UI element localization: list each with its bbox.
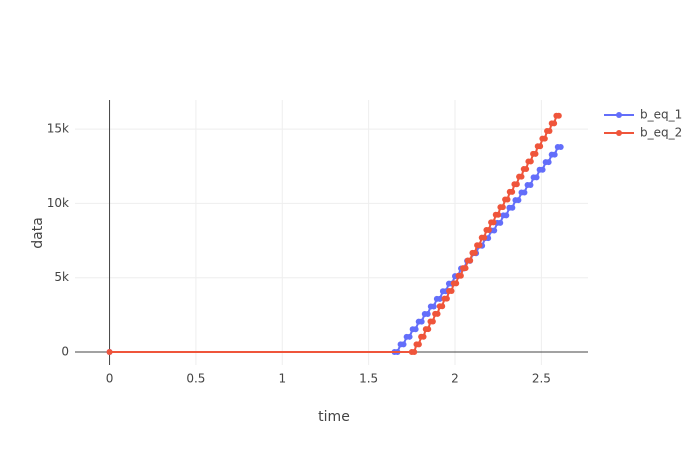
point bbox=[495, 211, 502, 218]
point bbox=[545, 159, 552, 166]
point bbox=[425, 326, 432, 333]
point bbox=[497, 219, 504, 226]
point bbox=[532, 150, 539, 157]
point bbox=[467, 257, 474, 264]
point bbox=[434, 310, 441, 317]
x-axis-title: time bbox=[318, 409, 350, 425]
point bbox=[515, 197, 522, 204]
y-tick-label: 0 bbox=[61, 344, 69, 358]
point bbox=[439, 303, 446, 310]
point bbox=[537, 143, 544, 150]
legend-item: b_eq_2 bbox=[604, 126, 682, 140]
legend-label: b_eq_1 bbox=[640, 108, 682, 122]
point bbox=[551, 120, 558, 127]
point bbox=[411, 348, 418, 355]
legend-item: b_eq_1 bbox=[604, 108, 682, 122]
y-tick-label: 15k bbox=[47, 122, 69, 136]
point bbox=[406, 333, 413, 340]
point bbox=[504, 196, 511, 203]
point bbox=[551, 151, 558, 158]
point bbox=[509, 204, 516, 211]
point bbox=[509, 188, 516, 195]
point bbox=[523, 166, 530, 173]
point bbox=[424, 311, 431, 318]
point bbox=[418, 318, 425, 325]
point bbox=[527, 158, 534, 165]
point bbox=[521, 189, 528, 196]
point bbox=[503, 212, 510, 219]
point bbox=[513, 181, 520, 188]
x-tick-label: 0.5 bbox=[186, 372, 205, 386]
x-tick-label: 2 bbox=[451, 372, 459, 386]
point bbox=[415, 341, 422, 348]
point bbox=[457, 272, 464, 279]
point bbox=[481, 234, 488, 241]
point bbox=[471, 249, 478, 256]
point bbox=[491, 227, 498, 234]
x-tick-label: 1.5 bbox=[359, 372, 378, 386]
legend-marker bbox=[616, 130, 622, 136]
point bbox=[430, 303, 437, 310]
point bbox=[485, 227, 492, 234]
point bbox=[462, 265, 469, 272]
point bbox=[557, 143, 564, 150]
x-tick-label: 2.5 bbox=[532, 372, 551, 386]
point bbox=[527, 181, 534, 188]
y-tick-label: 10k bbox=[47, 196, 69, 210]
point bbox=[453, 280, 460, 287]
point bbox=[490, 219, 497, 226]
legend-label: b_eq_2 bbox=[640, 126, 682, 140]
point bbox=[429, 318, 436, 325]
point bbox=[436, 295, 443, 302]
point bbox=[499, 204, 506, 211]
point bbox=[106, 348, 113, 355]
legend-marker bbox=[616, 112, 622, 118]
point bbox=[476, 242, 483, 249]
y-axis-title: data bbox=[30, 217, 46, 249]
point bbox=[448, 288, 455, 295]
point bbox=[412, 326, 419, 333]
point bbox=[541, 135, 548, 142]
point bbox=[546, 127, 553, 134]
point bbox=[420, 333, 427, 340]
x-tick-label: 1 bbox=[278, 372, 286, 386]
point bbox=[443, 295, 450, 302]
point bbox=[400, 341, 407, 348]
point bbox=[555, 112, 562, 119]
y-tick-label: 5k bbox=[54, 270, 69, 284]
point bbox=[539, 166, 546, 173]
x-tick-label: 0 bbox=[106, 372, 114, 386]
point bbox=[533, 174, 540, 181]
point bbox=[518, 173, 525, 180]
